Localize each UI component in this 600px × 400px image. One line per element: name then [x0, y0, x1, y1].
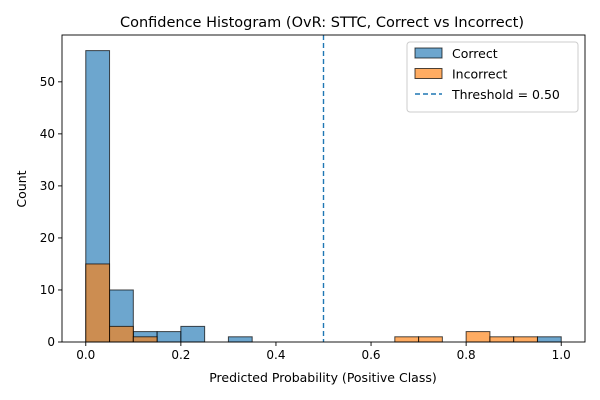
correct-bar [156, 331, 182, 343]
legend: Correct Incorrect Threshold = 0.50 [406, 41, 579, 113]
legend-frame [406, 41, 579, 113]
x-tick-label: 0.6 [361, 348, 380, 362]
x-axis: 0.0 0.2 0.4 0.6 0.8 1.0 [76, 342, 571, 362]
incorrect-bar [465, 331, 491, 343]
correct-bar [536, 336, 562, 343]
incorrect-bar [109, 325, 134, 343]
y-axis-label: Count [14, 170, 29, 207]
incorrect-bar [489, 336, 515, 343]
x-tick-label: 0.8 [457, 348, 476, 362]
y-tick-label: 0 [47, 335, 55, 349]
x-axis-label: Predicted Probability (Positive Class) [209, 370, 437, 385]
incorrect-bar [132, 336, 158, 343]
y-axis: 0 10 20 30 40 50 [40, 75, 62, 349]
legend-label: Correct [452, 46, 498, 61]
incorrect-bar [394, 336, 420, 343]
legend-swatch [414, 47, 443, 59]
incorrect-bar [85, 263, 111, 343]
correct-bar [180, 325, 206, 343]
x-tick-label: 1.0 [552, 348, 571, 362]
correct-bar [227, 336, 253, 343]
chart-title: Confidence Histogram (OvR: STTC, Correct… [120, 15, 524, 31]
y-tick-label: 40 [40, 127, 55, 141]
legend-label: Threshold = 0.50 [451, 87, 560, 102]
incorrect-bar [418, 336, 443, 343]
legend-label: Incorrect [452, 67, 507, 82]
y-tick-label: 50 [40, 75, 55, 89]
plot-frame [61, 34, 586, 343]
y-tick-label: 20 [40, 231, 55, 245]
incorrect-bar [513, 336, 538, 343]
x-tick-label: 0.4 [266, 348, 285, 362]
x-tick-label: 0.0 [76, 348, 95, 362]
y-tick-label: 30 [40, 179, 55, 193]
legend-swatch [414, 68, 443, 79]
x-tick-label: 0.2 [171, 348, 190, 362]
y-tick-label: 10 [40, 283, 55, 297]
